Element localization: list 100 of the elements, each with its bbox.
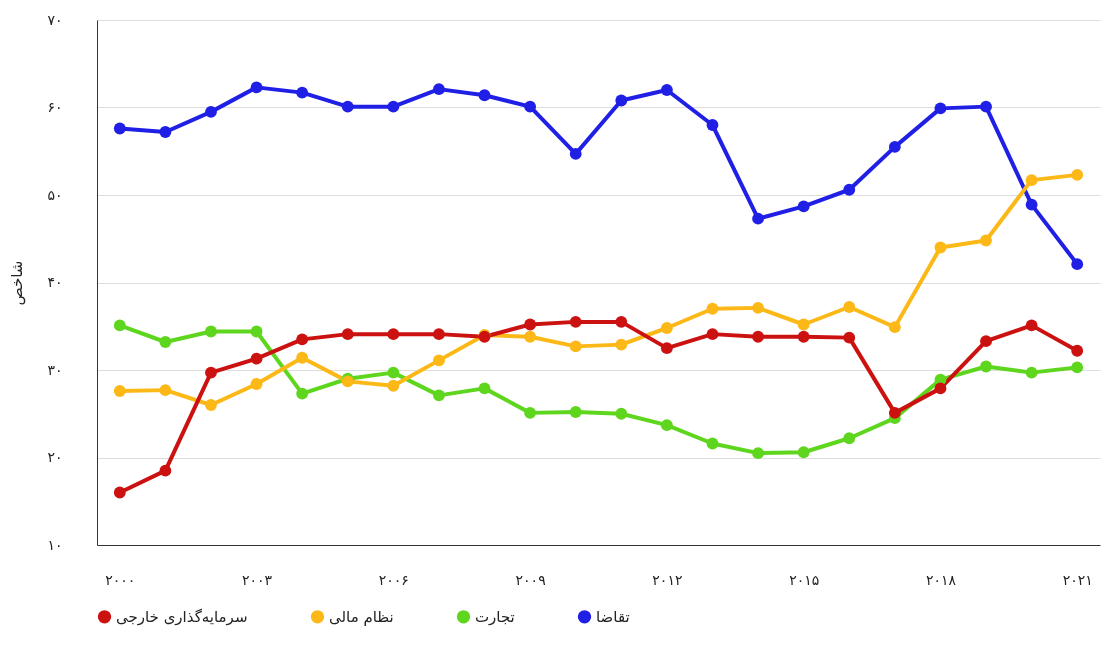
point	[660, 342, 673, 355]
point	[752, 330, 764, 343]
y-tick-label: ۱۰	[47, 536, 63, 553]
point	[843, 183, 856, 196]
point	[433, 83, 445, 96]
point	[980, 100, 992, 113]
y-tick-label: ۲۰	[47, 449, 63, 465]
x-tick-label: ۲۰۰۹	[515, 571, 546, 588]
point	[524, 100, 537, 113]
point	[934, 241, 947, 254]
point	[387, 366, 400, 379]
point	[159, 336, 172, 348]
point	[797, 200, 810, 213]
point	[752, 301, 764, 314]
point	[615, 407, 628, 420]
point	[205, 325, 217, 338]
y-tick-label: ۳۰	[47, 361, 63, 378]
point	[843, 432, 856, 445]
point	[934, 102, 947, 115]
point	[113, 319, 126, 332]
point	[752, 212, 764, 225]
point	[341, 100, 354, 113]
point	[797, 446, 810, 459]
point	[660, 322, 673, 334]
point	[706, 119, 719, 131]
point	[205, 399, 217, 411]
point	[250, 378, 263, 390]
point	[296, 86, 309, 99]
point	[478, 382, 491, 395]
x-tick-label: ۲۰۱۵	[789, 571, 820, 588]
point	[569, 147, 582, 160]
point	[1071, 168, 1084, 181]
point	[433, 328, 445, 341]
point	[524, 330, 537, 343]
point	[569, 406, 582, 418]
point	[250, 325, 263, 338]
point	[1025, 366, 1038, 379]
point	[934, 382, 947, 395]
x-tick-label: ۲۰۱۸	[925, 571, 957, 588]
x-tick-label: ۲۰۱۲	[652, 571, 683, 588]
point	[888, 321, 901, 334]
point	[980, 234, 992, 247]
point	[752, 447, 764, 460]
point	[250, 81, 263, 94]
point	[660, 419, 673, 432]
point	[296, 351, 309, 364]
legend-label: تقاضا	[596, 607, 630, 626]
x-tick-label: ۲۰۲۱	[1062, 571, 1093, 588]
point	[980, 360, 992, 373]
point	[524, 318, 537, 331]
legend-label: تجارت	[475, 607, 515, 626]
point	[615, 94, 628, 107]
point	[1071, 344, 1084, 357]
point	[797, 318, 810, 331]
point	[888, 406, 901, 419]
point	[159, 126, 172, 138]
point	[569, 340, 582, 353]
point	[843, 331, 856, 344]
point	[387, 100, 400, 113]
point	[615, 315, 628, 328]
point	[706, 437, 719, 450]
legend-label: سرمایه‌گذاری خارجی	[116, 607, 248, 626]
y-tick-label: ۴۰	[47, 274, 63, 290]
point	[341, 328, 354, 341]
point	[706, 302, 719, 315]
point	[797, 330, 810, 343]
x-tick-label: ۲۰۰۶	[378, 571, 409, 588]
point	[660, 84, 673, 96]
point	[296, 387, 309, 400]
point	[615, 338, 628, 351]
point	[1071, 258, 1084, 271]
point	[113, 486, 126, 499]
point	[1025, 198, 1038, 211]
y-tick-label: ۷۰	[47, 11, 63, 28]
point	[113, 122, 126, 135]
point	[1071, 361, 1084, 374]
legend-label: نظام مالی	[329, 607, 394, 626]
point	[706, 328, 719, 341]
point	[524, 406, 537, 419]
y-tick-label: ۵۰	[47, 186, 63, 203]
point	[205, 105, 217, 118]
point	[888, 140, 901, 153]
point	[433, 354, 445, 367]
y-tick-label: ۶۰	[47, 99, 63, 115]
point	[159, 464, 172, 477]
point	[569, 315, 582, 328]
point	[250, 352, 263, 365]
point	[1025, 174, 1038, 187]
x-tick-label: ۲۰۰۳	[242, 571, 273, 588]
point	[980, 335, 992, 348]
point	[433, 389, 445, 402]
point	[113, 385, 126, 397]
y-axis-title: شاخص	[8, 260, 27, 306]
point	[387, 379, 400, 392]
point	[205, 366, 217, 379]
point	[387, 328, 400, 341]
x-tick-label: ۲۰۰۰	[105, 571, 136, 588]
point	[1025, 319, 1038, 332]
point	[159, 384, 172, 397]
point	[478, 89, 491, 102]
